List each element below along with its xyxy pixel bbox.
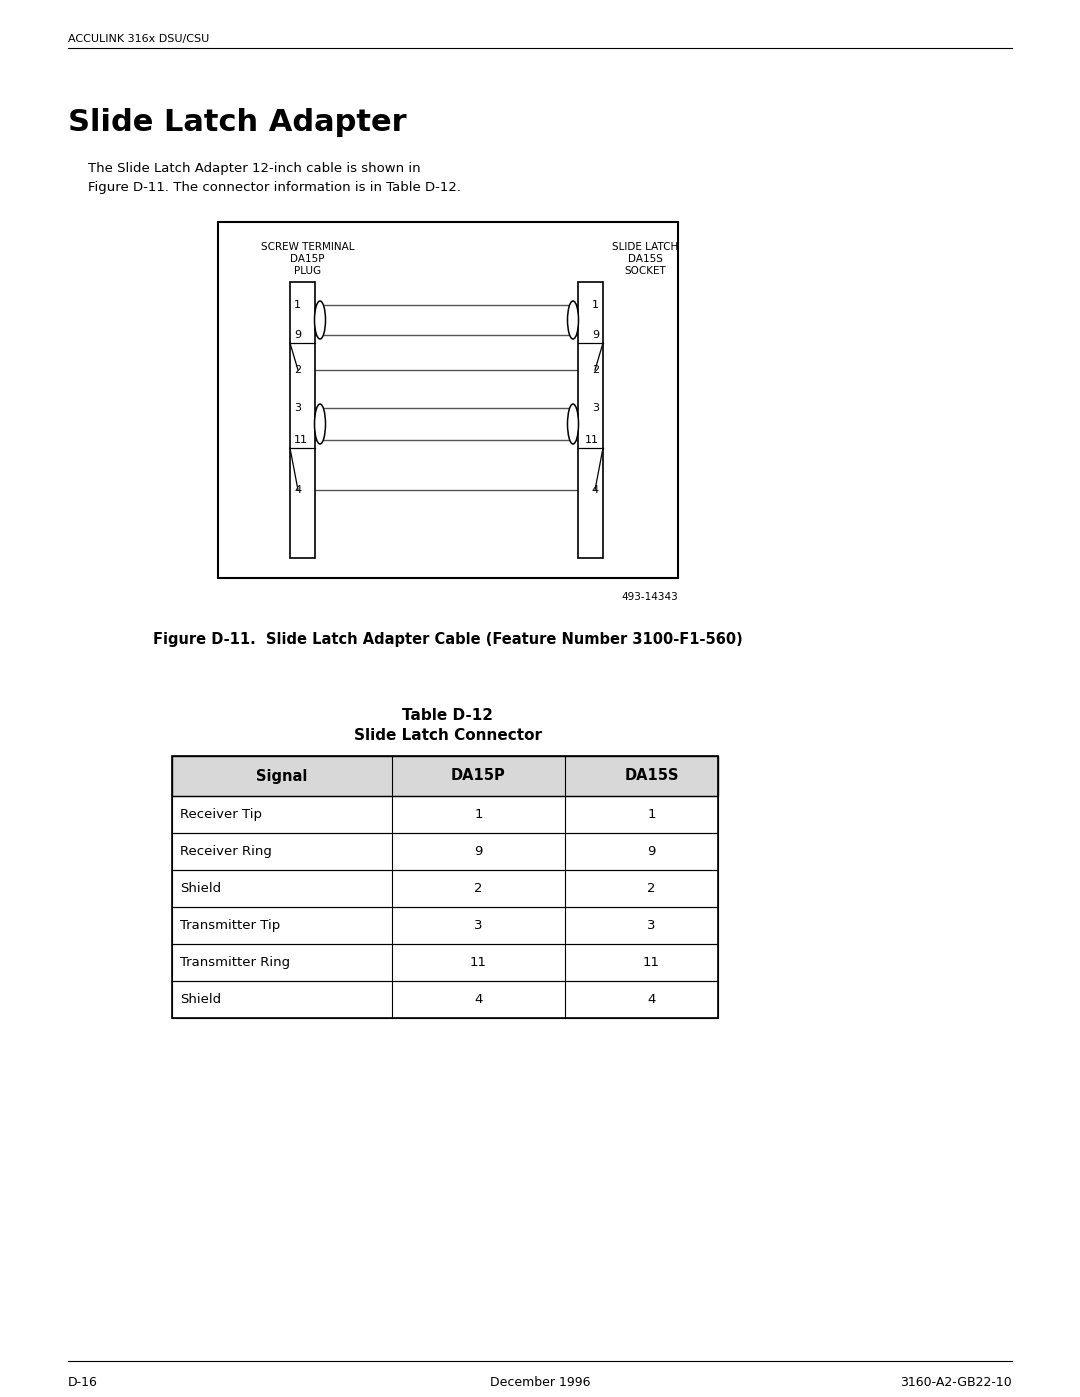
- Text: 2: 2: [592, 365, 599, 374]
- Text: 4: 4: [647, 993, 656, 1006]
- Text: SOCKET: SOCKET: [624, 265, 666, 277]
- Bar: [578, 282, 603, 557]
- Text: 11: 11: [643, 956, 660, 970]
- Text: DA15P: DA15P: [291, 254, 325, 264]
- Text: Slide Latch Adapter: Slide Latch Adapter: [68, 108, 407, 137]
- Bar: [291, 282, 315, 557]
- Bar: [172, 981, 718, 1018]
- Text: 1: 1: [474, 807, 483, 821]
- Text: 11: 11: [294, 434, 308, 446]
- Ellipse shape: [314, 300, 325, 339]
- Text: 3: 3: [592, 402, 599, 414]
- Text: DA15P: DA15P: [451, 768, 505, 784]
- Text: 11: 11: [585, 434, 599, 446]
- Text: Figure D-11.  Slide Latch Adapter Cable (Feature Number 3100-F1-560): Figure D-11. Slide Latch Adapter Cable (…: [153, 631, 743, 647]
- Text: Shield: Shield: [180, 993, 221, 1006]
- Text: 2: 2: [294, 365, 301, 374]
- Text: 9: 9: [474, 845, 483, 858]
- Bar: [172, 833, 718, 870]
- Bar: [172, 944, 718, 981]
- Ellipse shape: [567, 300, 579, 339]
- Text: 1: 1: [294, 300, 301, 310]
- Bar: [218, 222, 678, 578]
- Text: Receiver Ring: Receiver Ring: [180, 845, 272, 858]
- Text: DA15S: DA15S: [624, 768, 678, 784]
- Text: 4: 4: [474, 993, 483, 1006]
- Text: The Slide Latch Adapter 12-inch cable is shown in: The Slide Latch Adapter 12-inch cable is…: [87, 162, 420, 175]
- Text: 3: 3: [474, 919, 483, 932]
- Text: 9: 9: [647, 845, 656, 858]
- Text: Shield: Shield: [180, 882, 221, 895]
- Text: Transmitter Ring: Transmitter Ring: [180, 956, 291, 970]
- Text: 1: 1: [592, 300, 599, 310]
- Ellipse shape: [314, 404, 325, 444]
- Text: 4: 4: [294, 485, 301, 495]
- Ellipse shape: [567, 404, 579, 444]
- Text: December 1996: December 1996: [489, 1376, 591, 1389]
- Bar: [172, 796, 718, 833]
- Text: Signal: Signal: [256, 768, 308, 784]
- Text: Table D-12: Table D-12: [403, 708, 494, 724]
- Bar: [172, 870, 718, 907]
- Text: Receiver Tip: Receiver Tip: [180, 807, 262, 821]
- Text: PLUG: PLUG: [294, 265, 321, 277]
- Text: ACCULINK 316x DSU/CSU: ACCULINK 316x DSU/CSU: [68, 34, 210, 43]
- Text: 2: 2: [474, 882, 483, 895]
- Text: Slide Latch Connector: Slide Latch Connector: [354, 728, 542, 743]
- Text: 3160-A2-GB22-10: 3160-A2-GB22-10: [901, 1376, 1012, 1389]
- Text: 11: 11: [470, 956, 487, 970]
- Text: 4: 4: [592, 485, 599, 495]
- Text: 3: 3: [647, 919, 656, 932]
- Bar: [172, 756, 718, 1018]
- Text: Transmitter Tip: Transmitter Tip: [180, 919, 280, 932]
- Bar: [172, 756, 718, 796]
- Text: SCREW TERMINAL: SCREW TERMINAL: [260, 242, 354, 251]
- Text: SLIDE LATCH: SLIDE LATCH: [612, 242, 678, 251]
- Text: 9: 9: [294, 330, 301, 339]
- Text: 1: 1: [647, 807, 656, 821]
- Text: Figure D-11. The connector information is in Table D-12.: Figure D-11. The connector information i…: [87, 182, 461, 194]
- Text: 3: 3: [294, 402, 301, 414]
- Text: D-16: D-16: [68, 1376, 98, 1389]
- Bar: [172, 907, 718, 944]
- Text: 2: 2: [647, 882, 656, 895]
- Text: 493-14343: 493-14343: [621, 592, 678, 602]
- Text: DA15S: DA15S: [629, 254, 663, 264]
- Text: 9: 9: [592, 330, 599, 339]
